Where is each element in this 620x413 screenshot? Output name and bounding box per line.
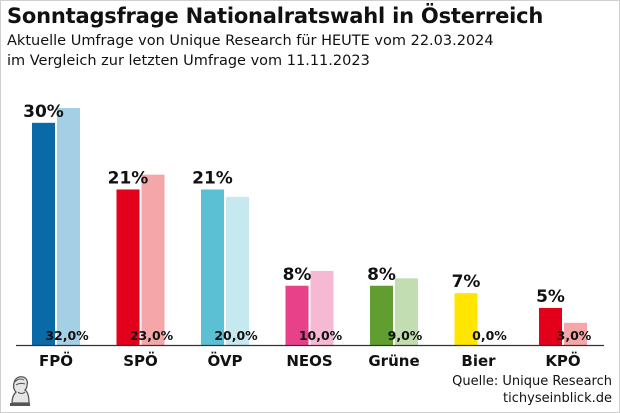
bar-current-kpo — [539, 307, 562, 345]
chart-subtitle-line-1: Aktuelle Umfrage von Unique Research für… — [7, 33, 494, 49]
bar-previous-spo — [141, 174, 165, 345]
bar-previous-neos — [310, 270, 334, 345]
bar-current-grune — [370, 285, 393, 345]
category-label-ovp: ÖVP — [208, 351, 243, 370]
data-label-current-neos: 8% — [283, 265, 312, 285]
chart-subtitle-line-2: im Vergleich zur letzten Umfrage vom 11.… — [7, 53, 370, 69]
category-label-kpo: KPÖ — [545, 351, 580, 370]
bust-portrait-icon — [6, 373, 32, 411]
category-label-neos: NEOS — [286, 352, 332, 370]
category-label-bier: Bier — [461, 352, 496, 370]
bar-current-fpo — [32, 122, 55, 345]
data-label-current-kpo: 5% — [536, 287, 565, 307]
category-label-spo: SPÖ — [123, 351, 158, 370]
data-label-previous-grune: 9,0% — [388, 328, 423, 343]
data-label-previous-kpo: 3,0% — [557, 328, 592, 343]
bar-previous-fpo — [57, 108, 80, 345]
category-label-fpo: FPÖ — [39, 351, 73, 370]
chart-title: Sonntagsfrage Nationalratswahl in Österr… — [7, 4, 544, 28]
bar-previous-kpo — [564, 322, 587, 345]
source-label: Quelle: Unique Research — [452, 374, 612, 389]
data-label-previous-spo: 23,0% — [130, 328, 174, 343]
data-label-current-spo: 21% — [108, 168, 149, 188]
bar-current-ovp — [201, 189, 224, 345]
data-label-previous-bier: 0,0% — [472, 328, 507, 343]
data-label-previous-ovp: 20,0% — [214, 328, 258, 343]
bar-current-bier — [454, 293, 478, 345]
data-label-current-fpo: 30% — [23, 102, 64, 122]
data-label-current-bier: 7% — [452, 272, 481, 292]
data-label-previous-neos: 10,0% — [299, 328, 343, 343]
category-label-grune: Grüne — [368, 352, 419, 370]
bar-previous-ovp — [226, 196, 249, 345]
data-label-current-grune: 8% — [367, 265, 396, 285]
bar-current-spo — [116, 189, 140, 345]
data-label-current-ovp: 21% — [192, 168, 233, 188]
bar-current-neos — [285, 285, 309, 345]
site-label: tichyseinblick.de — [503, 391, 612, 406]
data-label-previous-fpo: 32,0% — [45, 328, 89, 343]
bar-previous-grune — [395, 278, 418, 345]
